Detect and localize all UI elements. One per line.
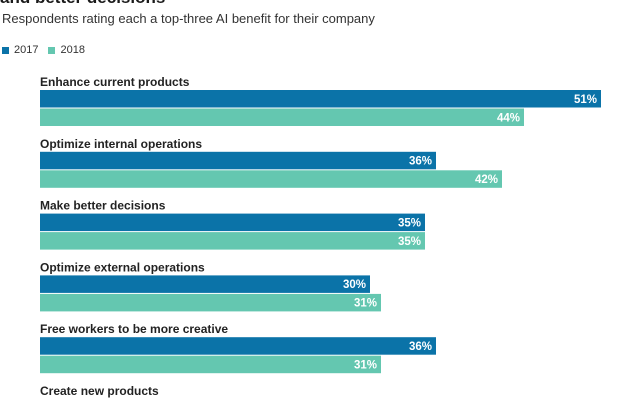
bar-2017-enhance-current-products <box>40 90 601 108</box>
value-label-2018-optimize-internal-operations: 42% <box>475 174 498 186</box>
bar-2017-free-workers-to-be-more-creative <box>40 337 436 355</box>
legend-swatch-2017 <box>2 46 9 54</box>
bar-2018-enhance-current-products <box>40 108 524 126</box>
category-label-enhance-current-products: Enhance current products <box>40 75 190 89</box>
legend-label-2018: 2018 <box>60 44 85 56</box>
category-label-free-workers-to-be-more-creative: Free workers to be more creative <box>40 322 228 336</box>
value-label-2018-make-better-decisions: 35% <box>398 236 421 248</box>
value-label-2018-free-workers-to-be-more-creative: 31% <box>354 359 377 371</box>
legend-swatch-2018 <box>48 46 56 54</box>
chart-title: and better decisions <box>0 0 165 8</box>
legend-item-2017: 2017 <box>2 44 38 56</box>
bar-2018-make-better-decisions <box>40 232 425 250</box>
bar-2017-optimize-internal-operations <box>40 151 436 170</box>
bar-2017-make-better-decisions <box>40 213 425 232</box>
legend-label-2017: 2017 <box>14 44 39 56</box>
value-label-2017-optimize-external-operations: 30% <box>343 279 366 291</box>
bar-2018-free-workers-to-be-more-creative <box>40 355 381 374</box>
bar-2018-optimize-external-operations <box>40 293 381 312</box>
category-label-make-better-decisions: Make better decisions <box>40 199 166 213</box>
chart-subtitle: Respondents rating each a top-three AI b… <box>2 11 375 26</box>
legend: 2017 2018 <box>2 44 95 56</box>
category-label-optimize-internal-operations: Optimize internal operations <box>40 137 202 151</box>
legend-item-2018: 2018 <box>48 44 85 56</box>
value-label-2018-optimize-external-operations: 31% <box>354 298 377 310</box>
value-label-2018-enhance-current-products: 44% <box>497 112 520 124</box>
value-label-2017-free-workers-to-be-more-creative: 36% <box>409 341 432 353</box>
bar-2018-optimize-internal-operations <box>40 170 502 188</box>
value-label-2017-make-better-decisions: 35% <box>398 217 421 229</box>
value-label-2017-optimize-internal-operations: 36% <box>409 156 432 168</box>
value-label-2017-enhance-current-products: 51% <box>574 94 597 106</box>
bar-2017-optimize-external-operations <box>40 275 370 293</box>
category-label-optimize-external-operations: Optimize external operations <box>40 260 205 274</box>
category-label-create-new-products: Create new products <box>40 384 159 398</box>
